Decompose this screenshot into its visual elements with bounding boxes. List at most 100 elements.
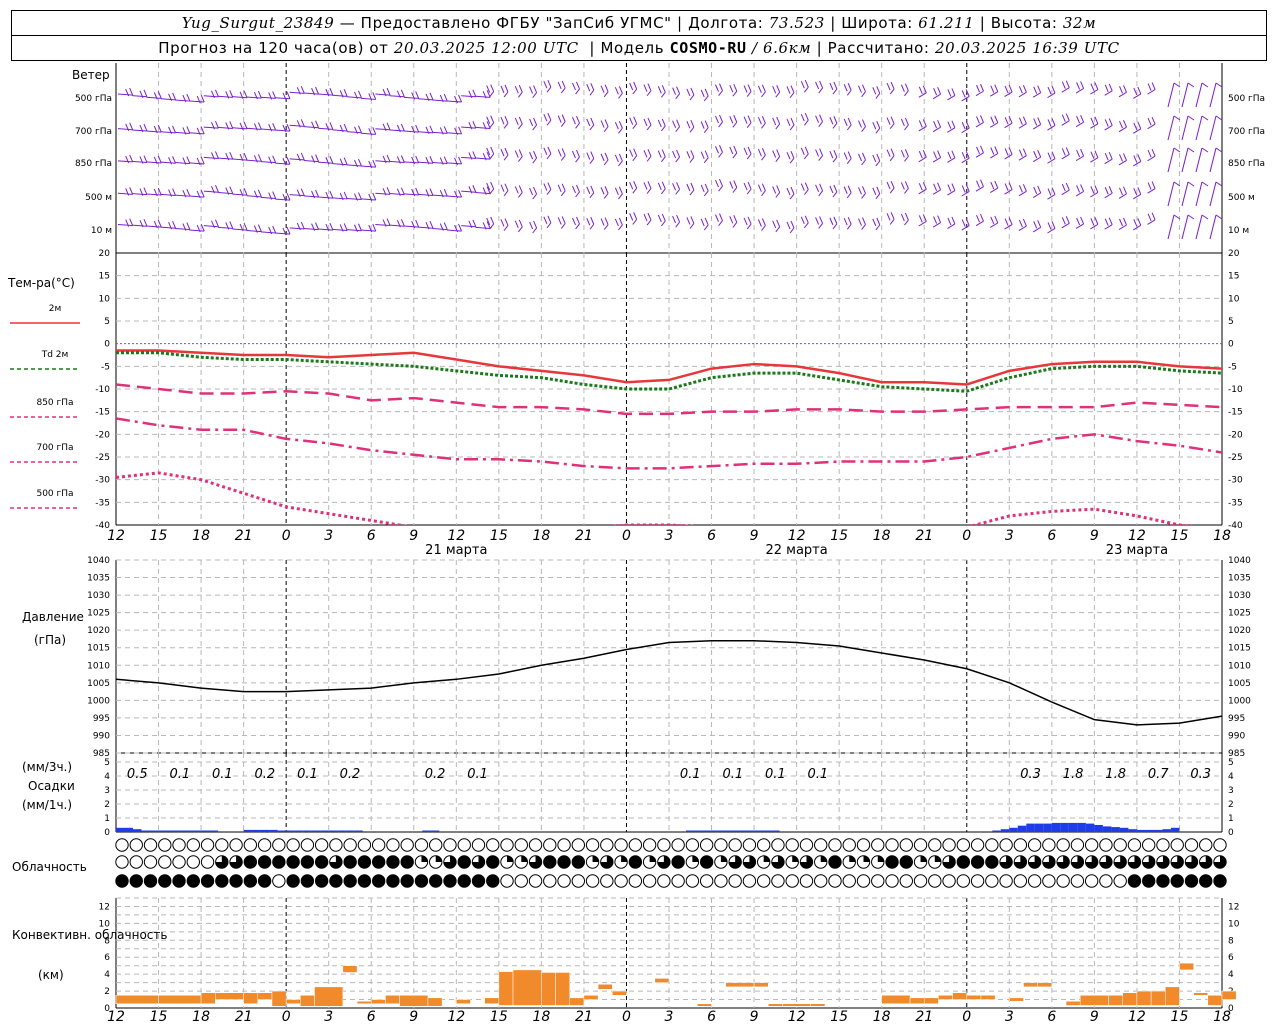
hour-tick-label: 12 bbox=[1128, 528, 1146, 544]
cloud-symbol-icon bbox=[885, 874, 899, 888]
cloud-symbol-icon bbox=[728, 874, 742, 888]
wind-barb-icon bbox=[275, 157, 291, 166]
wind-barb-icon bbox=[332, 89, 348, 98]
wind-barb-icon bbox=[1133, 218, 1142, 231]
wind-barb-icon bbox=[403, 155, 420, 165]
hour-tick-label: 18 bbox=[873, 1009, 891, 1024]
wind-level-label: 500 м bbox=[85, 193, 112, 203]
y-tick-label: -5 bbox=[101, 362, 110, 372]
wind-barb-icon bbox=[886, 148, 895, 162]
wind-barb-icon bbox=[1032, 85, 1042, 98]
precip-bar bbox=[328, 830, 338, 832]
precip-3h-sum: 0.5 bbox=[127, 767, 148, 782]
cloud-symbol-icon bbox=[742, 855, 757, 869]
cloud-symbol-icon bbox=[514, 874, 528, 888]
wind-barb-icon bbox=[786, 117, 795, 131]
cloud-symbol-icon bbox=[814, 838, 828, 852]
wind-barb-icon bbox=[1181, 115, 1195, 141]
cloud-symbol-icon bbox=[785, 874, 799, 888]
cloud-symbol-icon bbox=[714, 855, 728, 869]
precip-bar bbox=[192, 830, 202, 832]
wind-barb-icon bbox=[772, 149, 781, 162]
wind-barb-icon bbox=[500, 218, 509, 231]
wind-barb-icon bbox=[629, 212, 638, 225]
convective-bar bbox=[725, 982, 755, 988]
precip-unit-1h: (мм/1ч.) bbox=[22, 798, 72, 812]
convective-bar bbox=[385, 995, 400, 1005]
wind-barb-icon bbox=[1209, 214, 1223, 240]
cloud-symbol-icon bbox=[314, 874, 329, 888]
y-tick-label: 10 bbox=[1228, 919, 1240, 929]
wind-barb-icon bbox=[289, 188, 305, 197]
cloud-symbol-icon bbox=[229, 855, 243, 869]
wind-barb-icon bbox=[232, 152, 248, 162]
convective-bar bbox=[1221, 990, 1237, 1000]
hour-tick-label: 0 bbox=[962, 1009, 971, 1024]
wind-barb-icon bbox=[800, 146, 809, 160]
hour-tick-label: 21 bbox=[575, 1009, 593, 1024]
precip-bar bbox=[354, 830, 363, 832]
cloud-symbol-icon bbox=[172, 874, 186, 888]
wind-barb-icon bbox=[1118, 153, 1127, 166]
wind-barb-icon bbox=[900, 149, 909, 162]
cloud-symbol-icon bbox=[314, 838, 329, 852]
wind-barb-icon bbox=[1032, 185, 1042, 198]
hour-tick-label: 15 bbox=[1171, 1009, 1189, 1024]
series-700-гПа bbox=[116, 417, 1222, 470]
wind-barb-icon bbox=[1090, 82, 1099, 95]
hour-tick-label: 21 bbox=[235, 528, 253, 544]
y-tick-label: 8 bbox=[1228, 936, 1234, 946]
hour-tick-label: 15 bbox=[150, 1009, 168, 1024]
pressure-panel: 1040 1040 1035 1035 1030 1030 1025 1025 1020 1020… bbox=[87, 556, 1251, 759]
cloud-symbol-icon bbox=[685, 874, 700, 888]
wind-barb-icon bbox=[389, 155, 405, 164]
y-tick-label: 2 bbox=[104, 987, 110, 997]
y-tick-label: -30 bbox=[1228, 476, 1243, 486]
wind-barb-icon bbox=[117, 154, 134, 164]
hour-tick-label: 9 bbox=[409, 1009, 418, 1024]
precip-bar bbox=[269, 829, 278, 832]
hour-tick-label: 9 bbox=[750, 528, 759, 544]
hour-tick-label: 15 bbox=[490, 528, 508, 544]
precip-3h-sum: 0.7 bbox=[1148, 767, 1169, 782]
wind-barb-icon bbox=[486, 181, 495, 195]
wind-barb-icon bbox=[332, 157, 348, 166]
wind-barb-icon bbox=[918, 182, 927, 195]
cloud-symbol-icon bbox=[371, 838, 386, 852]
y-tick-label: -15 bbox=[1228, 408, 1243, 418]
precip-3h-sum: 0.1 bbox=[169, 767, 190, 782]
wind-barb-icon bbox=[1075, 184, 1085, 197]
y-tick-label: 1025 bbox=[1228, 609, 1251, 619]
wind-barb-icon bbox=[332, 123, 348, 133]
cloud-symbol-icon bbox=[429, 838, 443, 852]
wind-barb-icon bbox=[418, 188, 434, 197]
cloud-symbol-icon bbox=[414, 838, 429, 852]
alt-value: 32м bbox=[1062, 14, 1097, 32]
wind-barb-icon bbox=[886, 212, 895, 225]
convective-bar bbox=[1023, 982, 1038, 988]
wind-barb-icon bbox=[700, 183, 709, 197]
precip-bar bbox=[1162, 829, 1171, 832]
precip-bar bbox=[260, 829, 270, 832]
wind-barb-icon bbox=[346, 223, 362, 232]
wind-barb-icon bbox=[500, 183, 509, 197]
wind-barb-icon bbox=[543, 215, 552, 229]
wind-barb-icon bbox=[586, 83, 595, 96]
cloud-symbol-icon bbox=[400, 838, 414, 852]
wind-barb-icon bbox=[643, 212, 652, 226]
wind-barb-icon bbox=[743, 115, 752, 129]
convective-bar bbox=[966, 995, 982, 1000]
cloud-symbol-icon bbox=[528, 874, 543, 888]
precip-bar bbox=[150, 830, 159, 832]
y-tick-label: 4 bbox=[1228, 772, 1234, 782]
cloud-symbol-icon bbox=[143, 855, 158, 869]
wind-barb-icon bbox=[246, 90, 262, 100]
cloud-symbol-icon bbox=[471, 874, 486, 888]
wind-barb-icon bbox=[1195, 82, 1209, 108]
precip-bar bbox=[1085, 823, 1095, 832]
wind-barb-icon bbox=[175, 126, 191, 135]
cloud-symbol-icon bbox=[471, 838, 486, 852]
cloud-symbol-icon bbox=[899, 874, 913, 888]
precip-bar bbox=[1068, 822, 1078, 832]
wind-title: Ветер bbox=[72, 68, 110, 82]
